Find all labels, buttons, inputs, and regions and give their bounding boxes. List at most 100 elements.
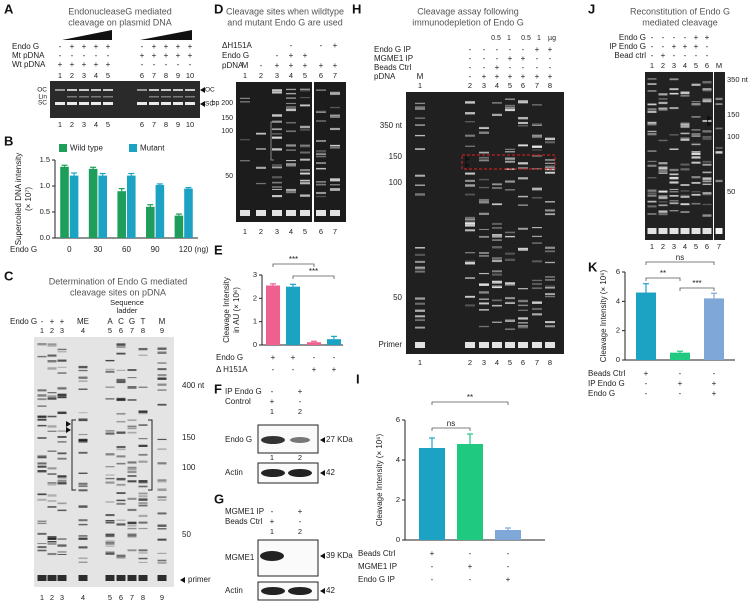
gel-band xyxy=(518,124,528,127)
gel-band xyxy=(116,345,126,349)
gel-band xyxy=(300,169,310,172)
gel-band xyxy=(505,258,515,262)
y-tick-label: 6 xyxy=(396,415,400,424)
gel-band xyxy=(492,203,502,206)
y-tick-label: 1.5 xyxy=(40,155,50,164)
gel-band xyxy=(316,210,326,216)
gel-band xyxy=(138,498,148,501)
lane-number: 2 xyxy=(468,358,472,367)
gel-band xyxy=(37,394,47,397)
gel-band xyxy=(479,255,489,257)
gel-band xyxy=(57,387,67,390)
gel-band xyxy=(105,359,115,362)
gel-band xyxy=(415,266,425,269)
gel-band xyxy=(465,172,475,175)
sign: + xyxy=(270,397,275,406)
lane-number: 5 xyxy=(694,61,698,70)
gel-band xyxy=(157,438,167,441)
panel-letter: B xyxy=(4,133,13,148)
gel-band xyxy=(691,176,701,179)
gel-band xyxy=(545,137,555,141)
y-tick-label: 2 xyxy=(616,326,620,335)
gel-band xyxy=(465,134,475,137)
gel-band xyxy=(715,228,723,234)
gel-band xyxy=(691,191,701,193)
gel-band xyxy=(330,93,340,96)
gel-band xyxy=(256,148,266,150)
gel-band xyxy=(465,295,475,298)
gel-band xyxy=(647,194,657,197)
row-label: Endo G IP xyxy=(358,575,395,584)
gel-band xyxy=(286,97,296,99)
gel-band xyxy=(647,130,657,133)
gel-band xyxy=(157,552,167,554)
legend-swatch xyxy=(129,144,137,152)
bar xyxy=(266,285,280,345)
gel-band xyxy=(286,210,296,216)
y-tick-label: 0.0 xyxy=(40,233,50,242)
gel-band xyxy=(415,174,425,177)
size-mark: 150 xyxy=(182,433,196,442)
lane-number: 4 xyxy=(683,242,687,251)
gel-band xyxy=(78,380,88,382)
gel-band xyxy=(78,365,88,369)
gel-band xyxy=(532,149,542,151)
gel-band xyxy=(702,88,712,90)
panel-letter: H xyxy=(352,1,361,16)
gel-band xyxy=(669,78,679,81)
gel-band xyxy=(545,209,555,211)
gel-band xyxy=(647,83,657,85)
gel-band xyxy=(492,342,502,348)
sign: + xyxy=(289,51,294,60)
y-axis-label: in AU (× 10⁶) xyxy=(232,287,241,333)
sign: + xyxy=(548,72,553,81)
band-mark: SC xyxy=(205,101,214,108)
gel-band xyxy=(465,220,475,222)
gel-band xyxy=(518,204,528,206)
panel-letter: K xyxy=(588,259,598,274)
gel-band xyxy=(300,104,310,106)
gel-band xyxy=(316,110,326,113)
gel-band xyxy=(532,301,542,304)
gel-band xyxy=(505,151,515,153)
gel-band xyxy=(680,132,690,135)
sign: + xyxy=(506,575,511,584)
gel-band xyxy=(680,94,690,97)
gel-band xyxy=(545,209,555,212)
sign: - xyxy=(483,54,486,63)
lane-number: 3 xyxy=(482,81,486,90)
gel-band xyxy=(78,482,88,485)
gel-band xyxy=(57,457,67,460)
gel-band xyxy=(138,480,148,483)
gel-band xyxy=(415,342,425,348)
sign: + xyxy=(188,51,193,60)
gel-band xyxy=(157,538,167,541)
lane-number: 1 xyxy=(270,453,274,462)
row-label: Beads Ctrl xyxy=(225,517,263,526)
gel-band xyxy=(138,410,148,413)
gel-band xyxy=(57,396,67,399)
gel-band xyxy=(272,188,282,190)
gel-band xyxy=(532,282,542,286)
gel-band xyxy=(116,462,126,465)
gel-band xyxy=(518,326,528,329)
gel-band xyxy=(702,130,712,133)
gel-band xyxy=(157,489,167,491)
gel-band xyxy=(492,281,502,284)
gel-band xyxy=(680,228,690,234)
gel-band xyxy=(465,222,475,225)
gel-band xyxy=(658,213,668,216)
gel-band xyxy=(647,189,657,192)
gel-band xyxy=(691,152,701,156)
gel-band xyxy=(545,321,555,324)
bracket xyxy=(148,419,153,491)
gel-band xyxy=(658,166,668,169)
gel-band xyxy=(680,91,690,94)
gel-band xyxy=(479,308,489,311)
gel-band xyxy=(138,495,148,498)
sign: + xyxy=(332,365,337,374)
gel-band xyxy=(545,293,555,296)
lane-number: 7 xyxy=(535,81,539,90)
gel-band xyxy=(78,472,88,474)
gel-band xyxy=(518,178,528,180)
